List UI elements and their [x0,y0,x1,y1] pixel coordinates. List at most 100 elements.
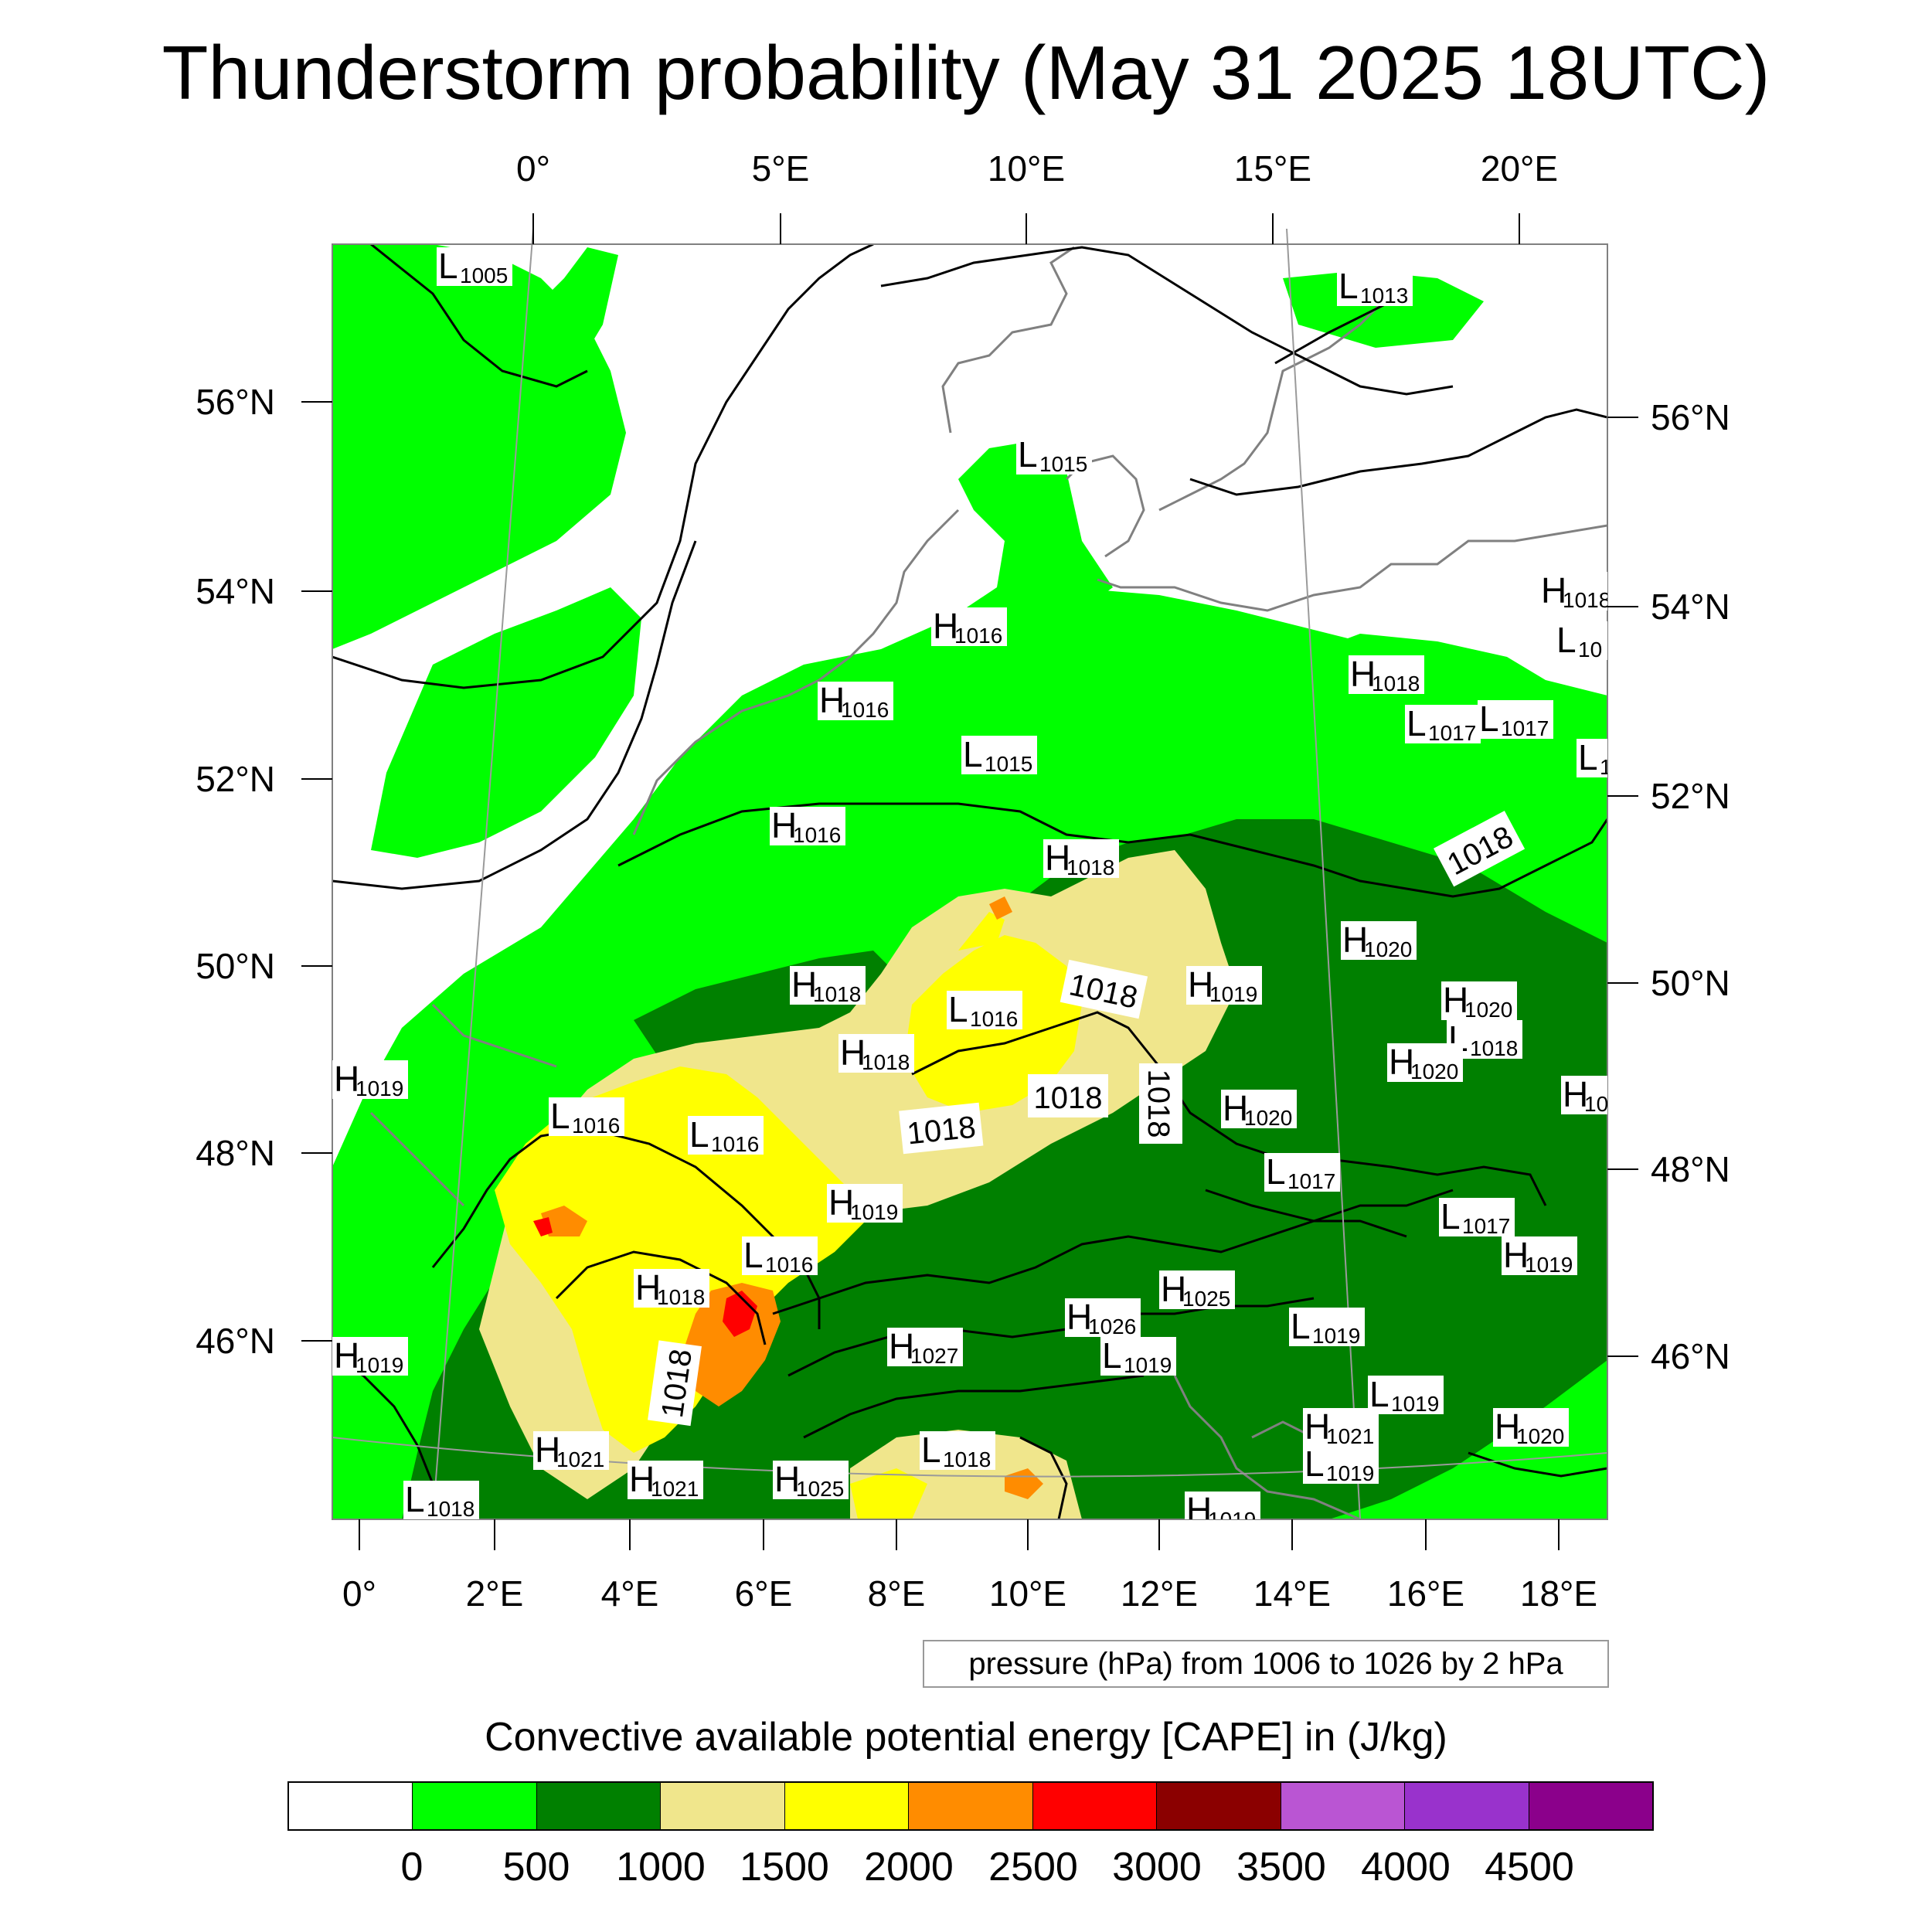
colorbar-segment [1529,1783,1652,1829]
pressure-center-letter: H [1161,1269,1186,1309]
pressure-center-value: 1013 [1360,284,1408,308]
pressure-center-letter: L [1556,620,1577,660]
bottom-lon-label: 8°E [868,1573,926,1614]
top-lon-label: 5°E [752,148,810,189]
pressure-center-letter: L [550,1096,570,1136]
bottom-lon-label: 12°E [1121,1573,1198,1614]
pressure-center-value: 1016 [841,698,889,722]
right-lat-label: 46°N [1651,1336,1730,1376]
map-title: Thunderstorm probability (May 31 2025 18… [162,30,1770,115]
pressure-center-letter: L [405,1479,425,1519]
left-lat-label: 54°N [196,571,275,611]
pressure-center-value: 1020 [1464,998,1512,1022]
pressure-center-value: 1 [1600,755,1612,779]
bottom-lon-label: 10°E [989,1573,1066,1614]
pressure-center-letter: L [1369,1374,1389,1414]
pressure-center-value: 1016 [970,1007,1018,1031]
pressure-center-value: 1005 [460,264,508,287]
right-lat-label: 48°N [1651,1149,1730,1189]
bottom-lon-label: 4°E [601,1573,659,1614]
pressure-center-value: 1020 [1516,1424,1564,1448]
bottom-lon-label: 18°E [1520,1573,1597,1614]
pressure-center-value: 1017 [1501,716,1549,740]
pressure-center-letter: L [1479,699,1499,739]
pressure-center-value: 1019 [1209,982,1257,1006]
colorbar-segment [1157,1783,1281,1829]
pressure-center-value: 1019 [355,1077,403,1100]
pressure-center-letter: L [1338,266,1359,306]
left-lat-label: 52°N [196,759,275,799]
colorbar-segment [413,1783,537,1829]
pressure-center-value: 1019 [1326,1461,1374,1485]
pressure-center-value: 1019 [1391,1392,1439,1416]
bottom-lon-label: 2°E [466,1573,524,1614]
pressure-center-letter: H [889,1326,914,1366]
left-lat-label: 50°N [196,946,275,986]
pressure-center-letter: H [1541,570,1566,611]
pressure-center-value: 1019 [1312,1324,1360,1348]
pressure-center-letter: H [1304,1406,1330,1447]
pressure-center-value: 1020 [1244,1106,1292,1130]
pressure-center-value: 1017 [1287,1169,1335,1193]
pressure-center-letter: H [840,1032,866,1073]
top-lon-label: 20°E [1481,148,1558,189]
pressure-center-letter: H [1389,1042,1414,1082]
colorbar-label: 3500 [1236,1845,1326,1889]
pressure-center-letter: H [1186,1490,1212,1530]
colorbar-label: 0 [400,1845,423,1889]
pressure-center-value: 1019 [1208,1508,1256,1532]
pressure-center-value: 1026 [1088,1315,1136,1338]
pressure-center-letter: H [774,1459,800,1499]
colorbar-segment [536,1783,662,1829]
isobar-label: 1018 [1034,1081,1103,1115]
pressure-center-value: 1027 [910,1344,958,1368]
pressure-center-letter: H [1045,838,1070,878]
colorbar-label: 4000 [1361,1845,1451,1889]
graticule [332,228,1608,1520]
tick-marks [301,213,1638,1550]
right-lat-label: 54°N [1651,587,1730,627]
pressure-center-value: 1019 [355,1353,403,1377]
pressure-center-value: 1018 [813,982,861,1006]
pressure-center-letter: H [1188,964,1213,1005]
pressure-center-letter: H [334,1335,359,1376]
left-lat-label: 46°N [196,1321,275,1361]
pressure-center-letter: H [629,1459,655,1499]
pressure-center-letter: L [1018,434,1038,474]
left-lat-label: 56°N [196,382,275,422]
legend-title: Convective available potential energy [C… [485,1715,1447,1760]
left-lat-label: 48°N [196,1133,275,1173]
colorbar-label: 500 [502,1845,570,1889]
bottom-lon-labels: 0° 2°E 4°E 6°E 8°E 10°E 12°E 14°E 16°E 1… [342,1573,1597,1614]
colorbar-segment [661,1783,785,1829]
bottom-lon-label: 14°E [1253,1573,1331,1614]
pressure-center-value: 1018 [1372,672,1420,696]
pressure-center-value: 1017 [1462,1214,1510,1238]
pressure-center-letter: H [1503,1235,1529,1275]
bottom-lon-label: 16°E [1387,1573,1464,1614]
pressure-center-letter: H [1342,920,1368,960]
pressure-center-letter: H [535,1430,560,1470]
bottom-lon-label: 6°E [735,1573,793,1614]
pressure-center-letter: H [1066,1297,1092,1337]
pressure-center-letter: L [1102,1335,1122,1376]
pressure-center-value: 1018 [862,1050,910,1074]
colorbar-label: 1500 [740,1845,829,1889]
pressure-center-letter: H [828,1182,854,1223]
top-lon-label: 15°E [1234,148,1311,189]
pressure-center-letter: H [1563,1074,1588,1114]
pressure-center-value: 1016 [765,1253,813,1277]
pressure-center-letter: L [743,1235,764,1275]
colorbar-label: 3000 [1112,1845,1202,1889]
colorbar-segment [1405,1783,1529,1829]
pressure-center-letter: L [963,734,983,774]
isobar-label: 1018 [1141,1070,1175,1138]
colorbar-label: 2000 [864,1845,954,1889]
top-lon-label: 0° [516,148,550,189]
pressure-center-value: 1020 [1364,937,1412,961]
pressure-center-value: 1018 [1563,588,1611,612]
colorbar-label: 1000 [616,1845,706,1889]
pressure-center-value: 10 [1578,638,1602,662]
isobar-labels: 1018 1018 1018 1018 1018 1018 [648,811,1526,1427]
